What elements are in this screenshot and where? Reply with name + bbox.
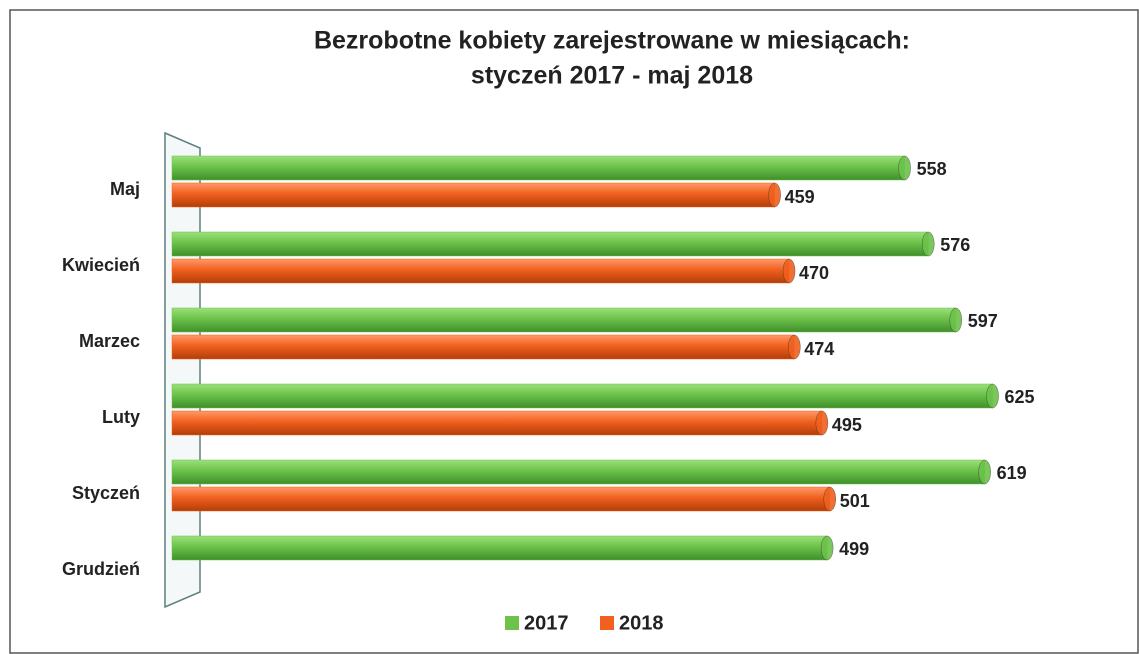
bar-cap [768, 182, 781, 208]
bar [171, 410, 823, 436]
category-label: Marzec [79, 331, 140, 351]
bar [171, 231, 929, 257]
data-label: 470 [799, 263, 829, 283]
data-label: 501 [840, 491, 870, 511]
bar [171, 182, 775, 208]
bar [171, 334, 795, 360]
bar-cap [788, 334, 801, 360]
bar [171, 155, 905, 181]
bar-cap [978, 459, 991, 485]
category-label: Maj [110, 179, 140, 199]
data-label: 576 [940, 235, 970, 255]
bar-cap [986, 383, 999, 409]
category-label: Grudzień [62, 559, 140, 579]
bar [171, 307, 957, 333]
bar-cap [823, 486, 836, 512]
bar-cap [898, 155, 911, 181]
legend-label: 2017 [524, 612, 569, 634]
bar-cap [922, 231, 935, 257]
chart-title: Bezrobotne kobiety zarejestrowane w mies… [314, 27, 910, 55]
data-label: 619 [997, 463, 1027, 483]
data-label: 459 [785, 187, 815, 207]
data-label: 597 [968, 311, 998, 331]
chart-subtitle: styczeń 2017 - maj 2018 [471, 62, 753, 90]
category-label: Styczeń [72, 483, 140, 503]
data-label: 558 [917, 159, 947, 179]
bar [171, 258, 790, 284]
data-label: 474 [804, 339, 834, 359]
bar-cap [815, 410, 829, 436]
bar [171, 535, 828, 561]
bar-cap [820, 535, 834, 561]
legend-swatch [600, 616, 614, 630]
frame [9, 9, 1139, 654]
category-label: Kwiecień [62, 255, 140, 275]
bar [171, 459, 985, 485]
data-label: 625 [1005, 387, 1035, 407]
bar [171, 486, 830, 512]
category-label: Luty [102, 407, 140, 427]
legend-swatch [505, 616, 519, 630]
data-label: 499 [839, 539, 869, 559]
data-label: 495 [832, 415, 862, 435]
bar [171, 383, 993, 409]
bar-cap [949, 307, 962, 333]
legend-label: 2018 [619, 612, 664, 634]
bar-cap [782, 258, 796, 284]
